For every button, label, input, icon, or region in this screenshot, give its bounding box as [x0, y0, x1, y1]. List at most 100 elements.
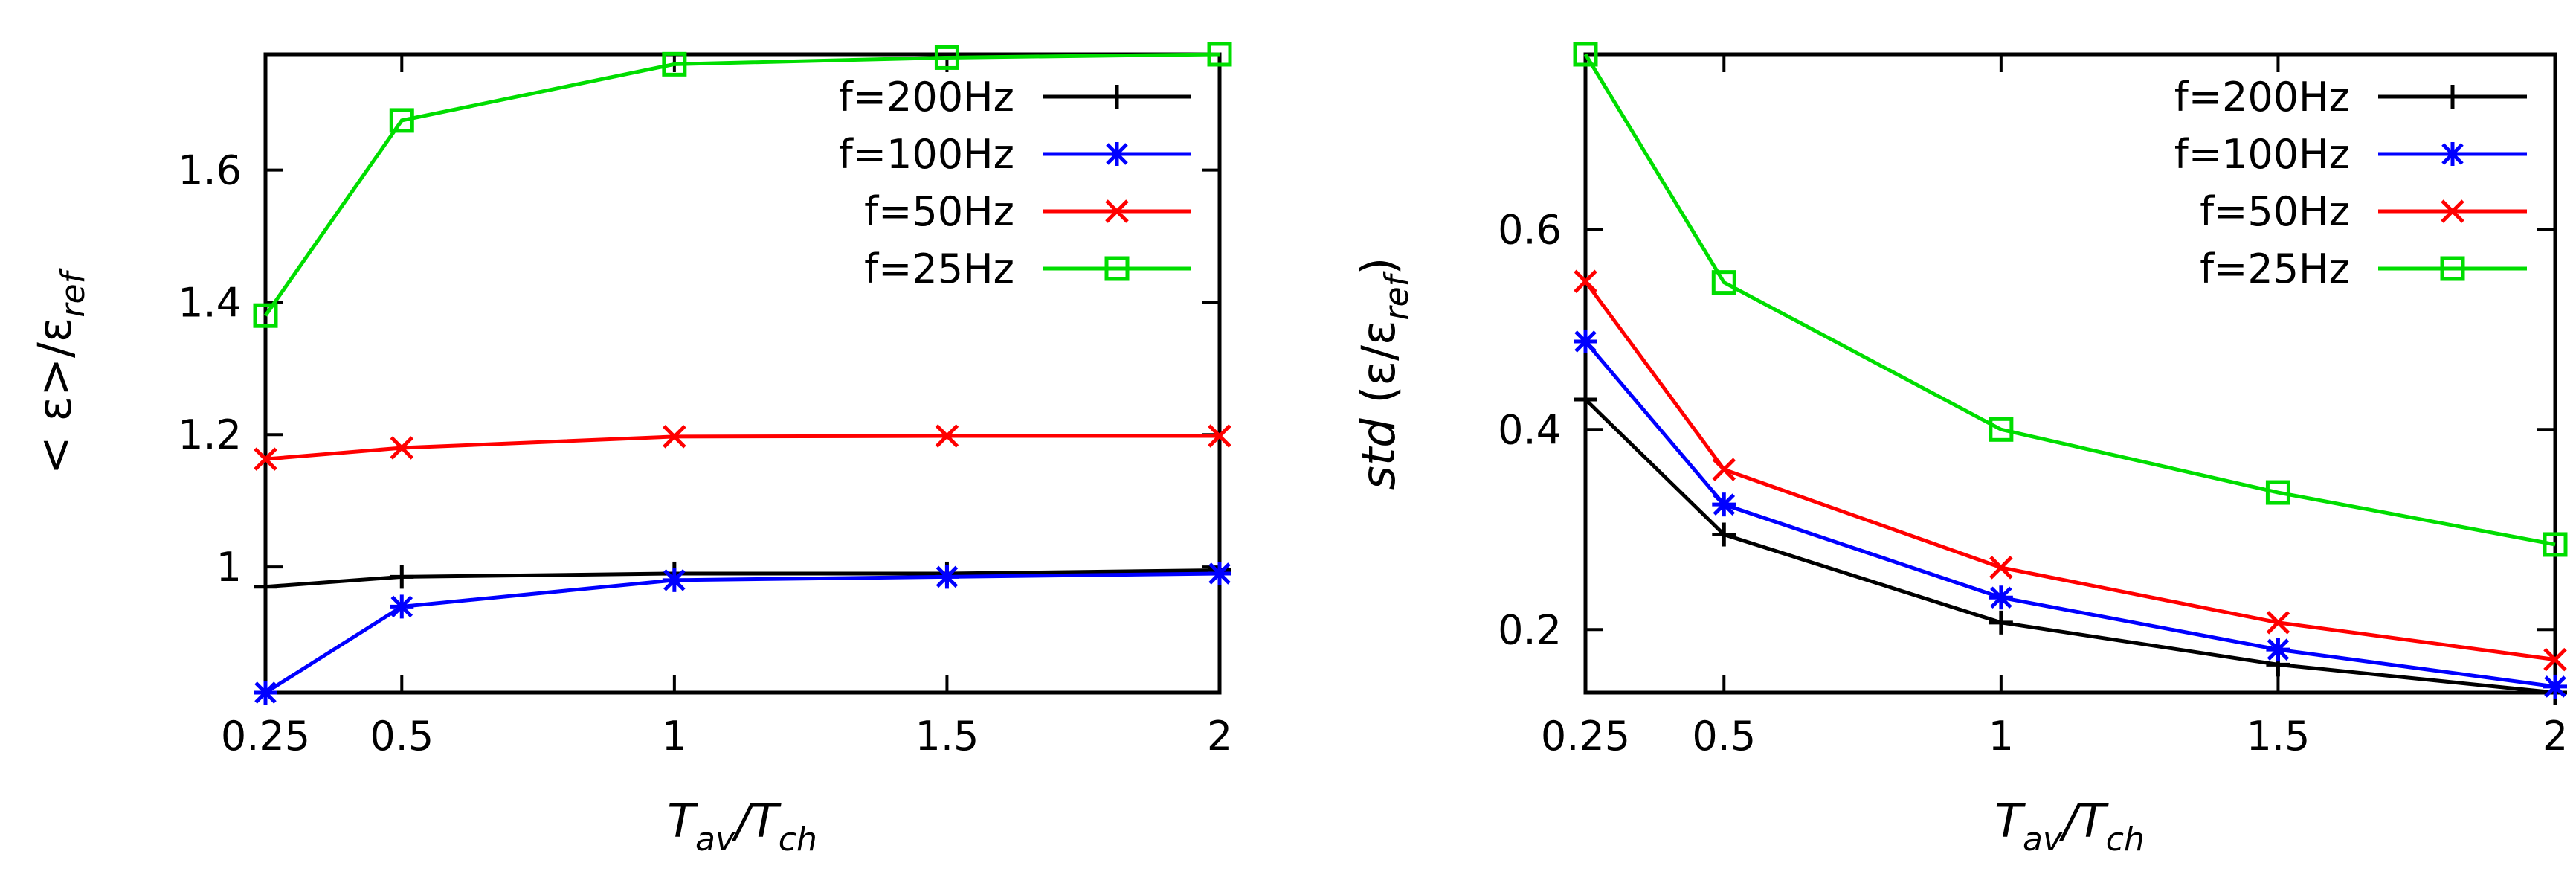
x-tick-label: 1: [662, 713, 687, 760]
y-tick-label: 1.6: [178, 147, 242, 194]
series-f=25Hz: [253, 42, 1232, 328]
data-point: [1208, 561, 1231, 585]
legend-entry: f=50Hz: [2200, 188, 2527, 235]
legend-label: f=25Hz: [2200, 245, 2350, 292]
tick-marks: [264, 54, 1221, 693]
data-series: [253, 42, 1232, 705]
data-point: [389, 108, 414, 133]
series-f=50Hz: [1574, 269, 2567, 672]
plot-frame: [1583, 52, 2557, 695]
legend-marker: [1105, 142, 1129, 166]
x-tick-label: 1.5: [2246, 713, 2310, 760]
data-point: [2543, 647, 2567, 672]
x-tick-label: 0.5: [370, 713, 434, 760]
legend-label: f=25Hz: [864, 245, 1014, 292]
legend: f=200Hz f=100Hz f=50Hz f=25Hz: [2174, 74, 2527, 292]
series-line: [1583, 280, 2556, 662]
data-point: [935, 565, 959, 589]
legend-label: f=100Hz: [839, 131, 1014, 178]
x-tick-label: 2: [2543, 713, 2568, 760]
data-point: [390, 436, 414, 460]
plot-frame: [263, 52, 1222, 695]
x-axis-label: Tav/Tch: [667, 794, 817, 858]
legend-entry: f=100Hz: [2174, 131, 2527, 178]
data-point: [1989, 417, 2014, 442]
data-point: [1989, 610, 2013, 635]
legend-marker: [2441, 199, 2464, 223]
legend-entry: f=25Hz: [864, 245, 1191, 292]
data-point: [934, 45, 959, 70]
legend-label: f=200Hz: [839, 74, 1014, 121]
data-point: [2543, 532, 2568, 557]
data-point: [662, 51, 687, 77]
series-line: [264, 571, 1220, 695]
legend-entry: f=200Hz: [2174, 74, 2527, 121]
series-line: [263, 52, 1220, 317]
mean-epsilon-chart: f=200Hz f=100Hz f=50Hz f=25Hz 0.25 0.5 1 1.5 2 1…: [28, 42, 1232, 858]
series-f=100Hz: [1574, 329, 2567, 699]
legend-marker: [2441, 142, 2464, 166]
data-point: [663, 425, 686, 449]
y-axis-label: < ε>/εref: [28, 267, 92, 475]
data-point: [1574, 329, 1597, 353]
y-tick-label: 0.2: [1498, 606, 1562, 653]
data-point: [254, 681, 277, 705]
data-point: [390, 594, 414, 619]
y-tick-label: 1.4: [178, 279, 242, 326]
series-f=25Hz: [1573, 42, 2568, 557]
x-axis-label: Tav/Tch: [1994, 794, 2145, 858]
legend: f=200Hz f=100Hz f=50Hz f=25Hz: [839, 74, 1191, 292]
data-point: [1712, 492, 1736, 517]
x-tick-label: 2: [1207, 713, 1232, 760]
y-tick-label: 1: [216, 544, 242, 591]
legend-marker: [1105, 199, 1129, 223]
data-point: [253, 303, 278, 328]
legend-marker: [1104, 256, 1130, 281]
data-point: [390, 565, 414, 589]
data-point: [662, 568, 686, 592]
y-tick-label: 0.6: [1498, 206, 1562, 253]
legend-label: f=200Hz: [2174, 74, 2350, 121]
data-point: [935, 424, 959, 448]
data-point: [2543, 674, 2567, 699]
data-point: [254, 574, 277, 599]
y-tick-label: 0.4: [1498, 406, 1562, 453]
legend-entry: f=25Hz: [2200, 245, 2527, 292]
x-tick-label: 1: [1989, 713, 2014, 760]
legend-entry: f=100Hz: [839, 131, 1191, 178]
series-line: [1583, 53, 2556, 547]
legend-entry: f=50Hz: [864, 188, 1191, 235]
legend-entry: f=200Hz: [839, 74, 1191, 121]
data-point: [2266, 611, 2290, 635]
data-point: [1989, 556, 2013, 580]
series-f=100Hz: [254, 561, 1231, 705]
data-point: [1712, 458, 1736, 481]
x-tick-label: 0.25: [1541, 713, 1630, 760]
series-f=50Hz: [254, 424, 1231, 471]
data-point: [1208, 424, 1231, 448]
data-point: [254, 447, 277, 471]
legend-label: f=50Hz: [2200, 188, 2350, 235]
x-tick-label: 0.25: [221, 713, 310, 760]
data-point: [1573, 42, 1598, 67]
tick-labels: 0.25 0.5 1 1.5 2 0.2 0.4 0.6: [1498, 206, 2568, 760]
series-f=200Hz: [1574, 387, 2567, 705]
data-point: [1574, 269, 1597, 294]
tick-labels: 0.25 0.5 1 1.5 2 1 1.2 1.4 1.6: [178, 147, 1232, 760]
data-point: [1711, 270, 1736, 295]
legend-marker: [1105, 85, 1129, 109]
legend-marker: [2441, 85, 2464, 109]
y-tick-label: 1.2: [178, 411, 242, 458]
legend-label: f=100Hz: [2174, 131, 2350, 178]
tick-marks: [1584, 54, 2557, 693]
data-point: [1207, 42, 1232, 67]
legend-marker: [2440, 256, 2465, 281]
y-axis-label: std (ε/εref): [1351, 257, 1416, 490]
data-series: [1573, 42, 2568, 705]
x-tick-label: 1.5: [915, 713, 979, 760]
data-point: [2265, 480, 2290, 505]
x-tick-label: 0.5: [1692, 713, 1756, 760]
data-point: [1574, 387, 1597, 411]
